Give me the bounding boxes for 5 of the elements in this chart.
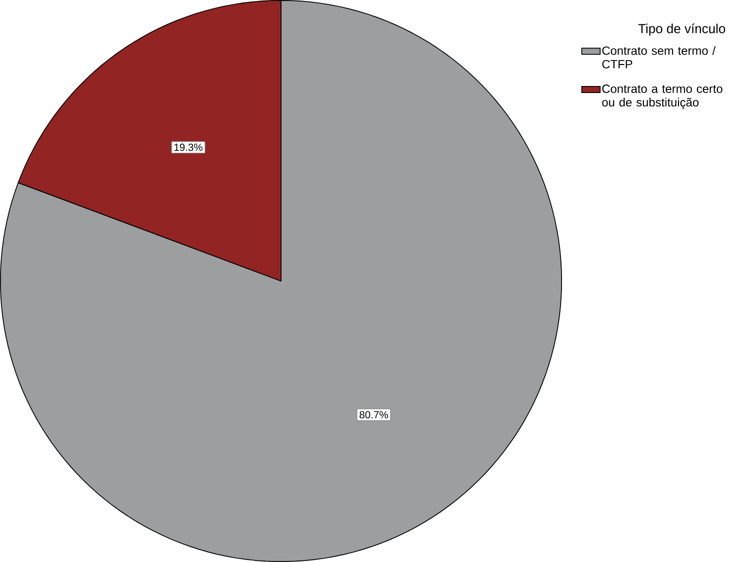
legend-title: Tipo de vínculo — [638, 24, 726, 36]
data-label: 80.7% — [360, 411, 388, 418]
legend-label: Contrato a termo certo ou de substituição — [602, 84, 722, 109]
legend-label: Contrato sem termo / CTFP — [602, 46, 716, 68]
data-label: 19.3% — [174, 144, 202, 151]
